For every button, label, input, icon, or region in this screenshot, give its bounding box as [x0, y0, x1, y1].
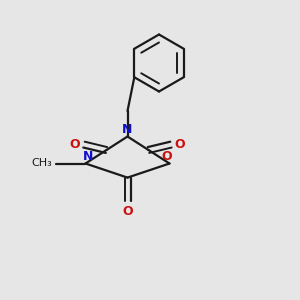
Text: CH₃: CH₃	[32, 158, 52, 169]
Text: O: O	[162, 150, 172, 163]
Text: N: N	[83, 150, 93, 163]
Text: O: O	[175, 138, 185, 151]
Text: O: O	[70, 138, 80, 151]
Text: O: O	[122, 205, 133, 218]
Text: N: N	[122, 123, 133, 136]
